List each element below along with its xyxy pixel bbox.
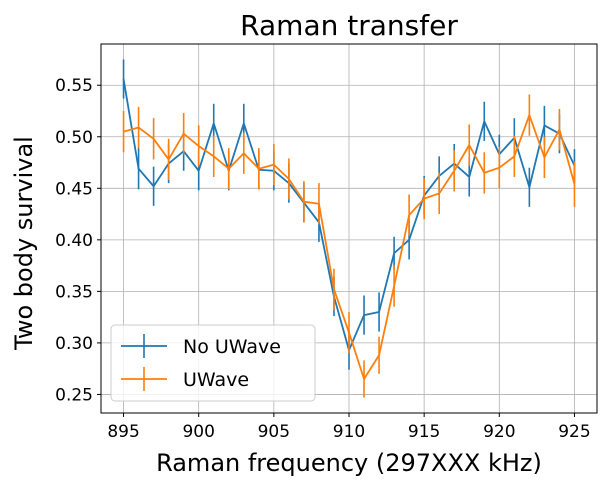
series-1	[122, 94, 576, 398]
x-tick-label: 900	[182, 422, 214, 442]
series-layer	[122, 59, 576, 398]
y-tick-label: 0.30	[55, 334, 93, 354]
x-tick-label: 915	[408, 422, 440, 442]
x-axis-label: Raman frequency (297XXX kHz)	[156, 449, 542, 477]
chart-title: Raman transfer	[240, 9, 458, 42]
x-tick-label: 925	[558, 422, 590, 442]
y-axis-label: Two body survival	[10, 136, 38, 351]
x-tick-label: 905	[258, 422, 290, 442]
x-tick-label: 920	[483, 422, 515, 442]
y-tick-label: 0.25	[55, 385, 93, 405]
y-tick-label: 0.35	[55, 282, 93, 302]
y-tick-label: 0.50	[55, 128, 93, 148]
axis-ticks: 895 900 905 910 915 920 925 0.25 0.30 0.35 0.40 0.4…	[55, 76, 591, 442]
x-tick-label: 910	[333, 422, 365, 442]
y-tick-label: 0.45	[55, 179, 93, 199]
legend-label: No UWave	[183, 336, 281, 358]
x-tick-label: 895	[107, 422, 139, 442]
legend-label: UWave	[183, 369, 249, 391]
y-tick-label: 0.55	[55, 76, 93, 96]
y-tick-label: 0.40	[55, 231, 93, 251]
legend-box	[110, 324, 316, 402]
legend: No UWave UWave	[110, 324, 316, 402]
